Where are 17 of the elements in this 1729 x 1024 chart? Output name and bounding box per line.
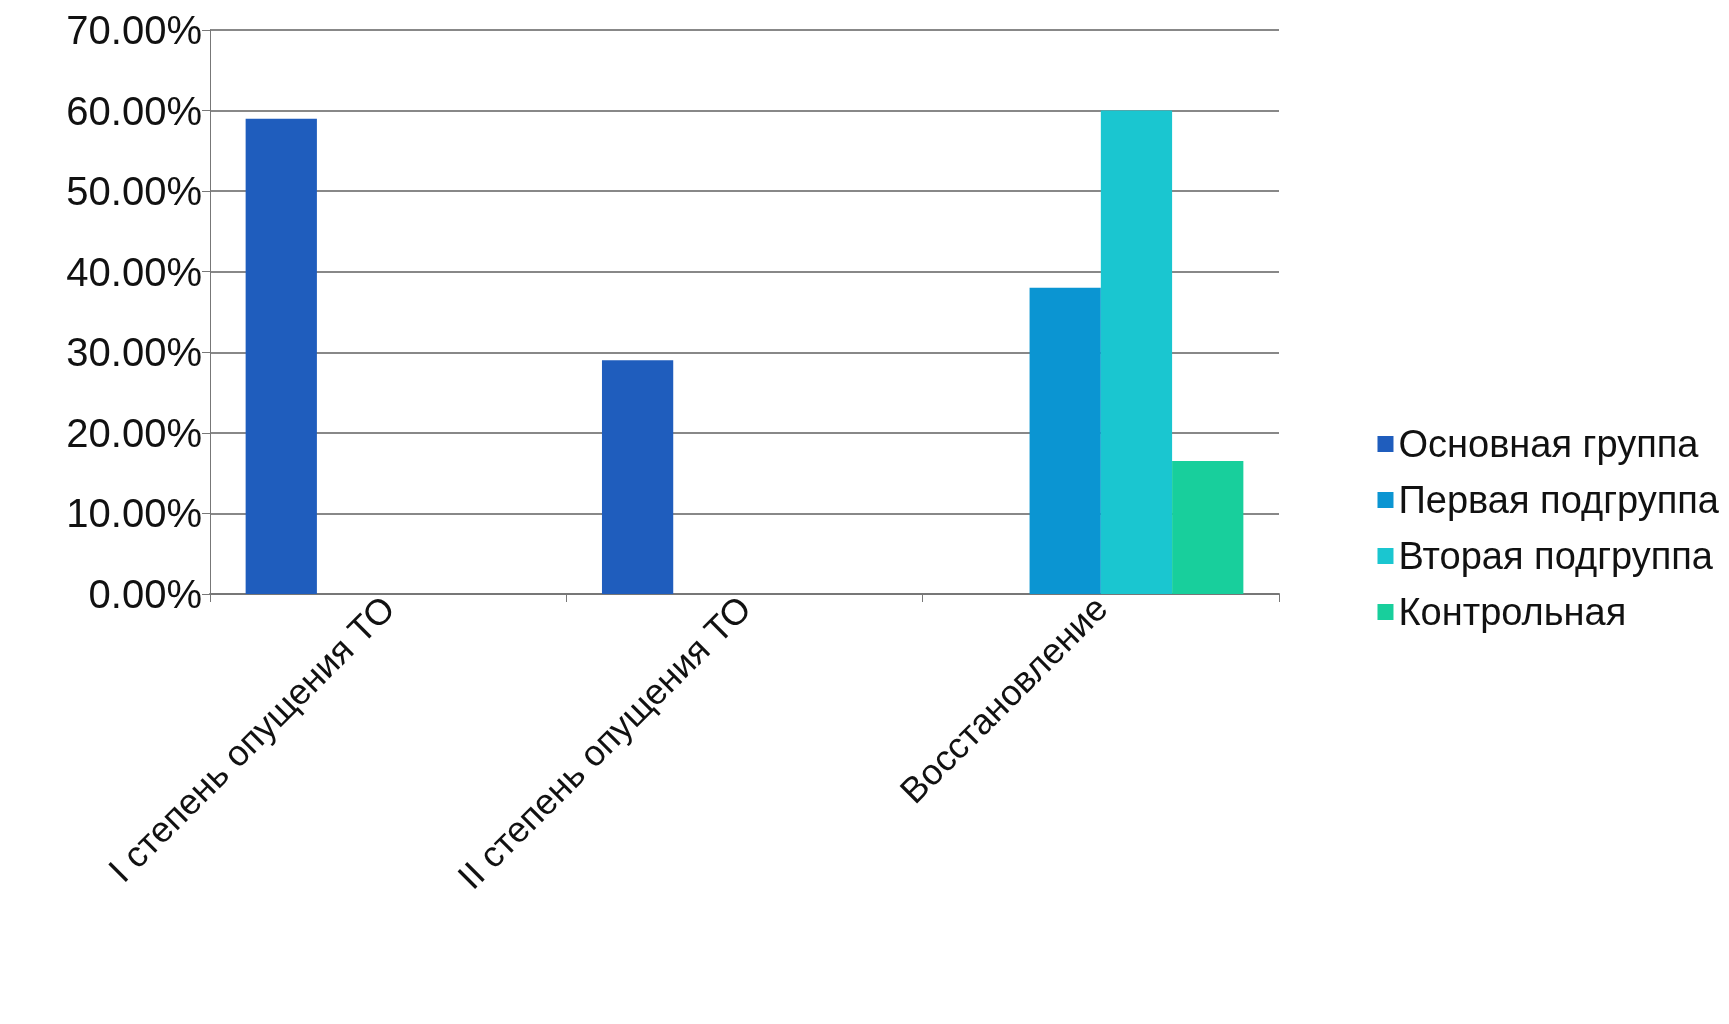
legend-label: Первая подгруппа: [1398, 479, 1720, 521]
y-tick-label: 20.00%: [66, 410, 202, 455]
legend-label: Контрольная: [1398, 591, 1627, 633]
legend-label: Основная группа: [1398, 423, 1700, 465]
y-tick-label: 30.00%: [66, 330, 202, 375]
y-tick-label: 50.00%: [66, 169, 202, 214]
bar: [1172, 461, 1244, 594]
y-tick-label: 70.00%: [66, 8, 202, 52]
y-tick-label: 40.00%: [66, 249, 202, 294]
bar: [1100, 110, 1173, 594]
bar: [601, 360, 674, 594]
legend-label: Вторая подгруппа: [1398, 535, 1714, 577]
bar: [1029, 287, 1101, 594]
y-tick-label: 60.00%: [66, 88, 202, 133]
y-tick-label: 10.00%: [66, 491, 202, 536]
bar: [245, 118, 317, 594]
y-tick-label: 0.00%: [88, 572, 202, 616]
